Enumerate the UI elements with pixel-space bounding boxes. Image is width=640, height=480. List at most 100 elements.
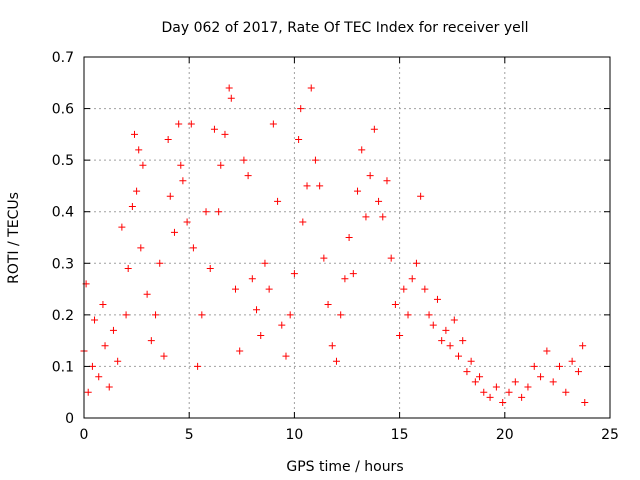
data-point [156,259,164,267]
data-point [253,306,261,314]
data-point [269,120,277,128]
data-point [518,393,526,401]
data-point [198,311,206,319]
y-axis-label: ROTI / TECUs [6,192,22,284]
data-point [164,136,172,144]
data-point [227,94,235,102]
data-point [133,187,141,195]
y-tick-label: 0.5 [52,153,74,169]
x-tick-label: 20 [496,427,514,443]
data-point [282,352,290,360]
data-point [438,337,446,345]
data-point [240,156,248,164]
data-point [467,357,475,365]
data-point [459,337,467,345]
data-points [80,84,589,407]
data-point [463,368,471,376]
data-point [358,146,366,154]
x-axis-label: GPS time / hours [286,459,403,475]
data-point [581,399,589,407]
data-point [128,203,136,211]
data-point [543,347,551,355]
data-point [257,331,265,339]
data-point [278,321,286,329]
data-point [574,368,582,376]
data-point [143,290,151,298]
data-point [537,373,545,381]
data-point [320,254,328,262]
data-point [400,285,408,293]
data-point [556,362,564,370]
data-point [166,192,174,200]
data-point [248,275,256,283]
data-point [349,270,357,278]
plot-frame [83,56,611,419]
y-tick-label: 0.4 [52,205,74,221]
data-point [202,208,210,216]
data-point [375,197,383,205]
data-point [480,388,488,396]
data-point [286,311,294,319]
data-point [341,275,349,283]
data-point [135,146,143,154]
data-point [231,285,239,293]
x-tick-label: 10 [285,427,303,443]
y-tick-label: 0.1 [52,359,74,375]
data-point [383,177,391,185]
grid-lines [84,57,610,418]
data-point [175,120,183,128]
data-point [221,130,229,138]
data-point [105,383,113,391]
data-point [160,352,168,360]
data-point [183,218,191,226]
data-point [505,388,513,396]
y-tick-label: 0.2 [52,308,74,324]
data-point [404,311,412,319]
data-point [84,388,92,396]
data-point [379,213,387,221]
data-point [446,342,454,350]
data-point [303,182,311,190]
data-point [297,105,305,113]
data-point [99,301,107,309]
data-point [307,84,315,92]
data-point [450,316,458,324]
data-point [177,161,185,169]
data-point [549,378,557,386]
data-point [217,161,225,169]
data-point [417,192,425,200]
data-point [568,357,576,365]
y-tick-label: 0 [65,411,74,427]
data-point [295,136,303,144]
data-point [122,311,130,319]
data-point [391,301,399,309]
data-point [137,244,145,252]
data-point [324,301,332,309]
data-point [95,373,103,381]
x-tick-label: 0 [80,427,89,443]
data-point [429,321,437,329]
data-point [236,347,244,355]
data-point [210,125,218,133]
data-point [579,342,587,350]
data-point [130,130,138,138]
data-point [499,399,507,407]
data-point [530,362,538,370]
data-point [486,393,494,401]
data-point [311,156,319,164]
data-point [425,311,433,319]
data-point [91,316,99,324]
data-point [332,357,340,365]
axis-ticks: 0 5 10 15 20 25 0 0.1 0.2 0.3 0.4 0.5 0.6 0.7 [52,50,619,443]
data-point [139,161,147,169]
data-point [124,264,132,272]
data-point [370,125,378,133]
data-point [147,337,155,345]
data-point [328,342,336,350]
data-point [421,285,429,293]
data-point [362,213,370,221]
chart-title: Day 062 of 2017, Rate Of TEC Index for r… [161,20,528,36]
data-point [118,223,126,231]
data-point [387,254,395,262]
